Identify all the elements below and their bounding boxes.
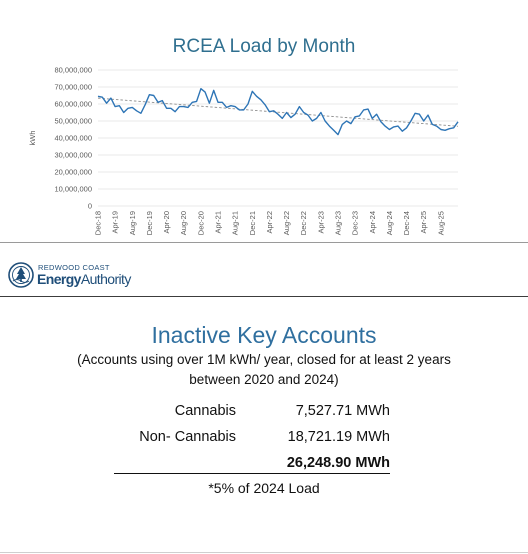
- x-tick-label: Aug-23: [334, 211, 343, 235]
- page-edge: [0, 552, 528, 553]
- total-underline: [114, 473, 390, 474]
- x-tick-label: Dec-19: [145, 211, 154, 235]
- y-tick-label: 50,000,000: [54, 117, 92, 126]
- series-line-load: [97, 87, 459, 136]
- x-tick-label: Apr-20: [162, 211, 171, 234]
- chart-title: RCEA Load by Month: [172, 36, 356, 57]
- logo-line-bottom: EnergyAuthority: [37, 271, 131, 287]
- y-tick-label: 20,000,000: [54, 168, 92, 177]
- x-tick-label: Apr-22: [265, 211, 274, 234]
- load-line-chart: 0 10,000,000 20,000,000 30,000,000 40,000,00…: [28, 66, 459, 235]
- row-value-cannabis: 7,527.71 MWh: [295, 403, 390, 419]
- panel-subtitle: (Accounts using over 1M kWh/ year, close…: [77, 352, 451, 387]
- chart-slide: [0, 0, 528, 296]
- x-tick-label: Dec-22: [299, 211, 308, 235]
- y-axis-title: kWh: [28, 131, 37, 146]
- x-tick-label: Aug-25: [436, 211, 445, 235]
- slide-divider: [0, 242, 528, 243]
- x-tick-label: Aug-20: [179, 211, 188, 235]
- y-tick-label: 30,000,000: [54, 151, 92, 160]
- footnote: *5% of 2024 Load: [208, 480, 320, 496]
- y-tick-label: 10,000,000: [54, 185, 92, 194]
- rcea-logo-icon: [8, 262, 34, 288]
- panel-title: Inactive Key Accounts: [151, 322, 377, 348]
- x-tick-label: Aug-24: [385, 211, 394, 235]
- logo-line-top: REDWOOD COAST: [38, 263, 110, 272]
- x-tick-label: Apr-25: [419, 211, 428, 234]
- x-tick-label: Dec-18: [94, 211, 103, 235]
- logo-word-authority: Authority: [80, 271, 131, 287]
- y-tick-label: 0: [88, 202, 92, 211]
- y-tick-label: 80,000,000: [54, 66, 92, 75]
- row-value-non-cannabis: 18,721.19 MWh: [287, 429, 390, 445]
- row-label-non-cannabis: Non- Cannabis: [139, 429, 236, 445]
- row-label-cannabis: Cannabis: [174, 403, 236, 419]
- x-tick-label: Apr-23: [316, 211, 325, 234]
- y-tick-label: 60,000,000: [54, 100, 92, 109]
- logo-word-energy: Energy: [37, 271, 81, 287]
- section-divider: [0, 296, 528, 297]
- x-tick-label: Apr-24: [368, 211, 377, 234]
- x-tick-label: Aug-21: [231, 211, 240, 235]
- y-tick-label: 40,000,000: [54, 134, 92, 143]
- y-tick-label: 70,000,000: [54, 83, 92, 92]
- trend-line: [97, 97, 459, 127]
- row-value-total: 26,248.90 MWh: [286, 455, 390, 471]
- x-tick-label: Apr-21: [214, 211, 223, 234]
- x-tick-label: Dec-24: [402, 211, 411, 235]
- x-tick-label: Dec-23: [351, 211, 360, 235]
- x-tick-label: Aug-19: [128, 211, 137, 235]
- x-tick-label: Apr-19: [111, 211, 120, 234]
- x-tick-label: Dec-20: [196, 211, 205, 235]
- x-tick-label: Dec-21: [248, 211, 257, 235]
- x-tick-label: Aug-22: [282, 211, 291, 235]
